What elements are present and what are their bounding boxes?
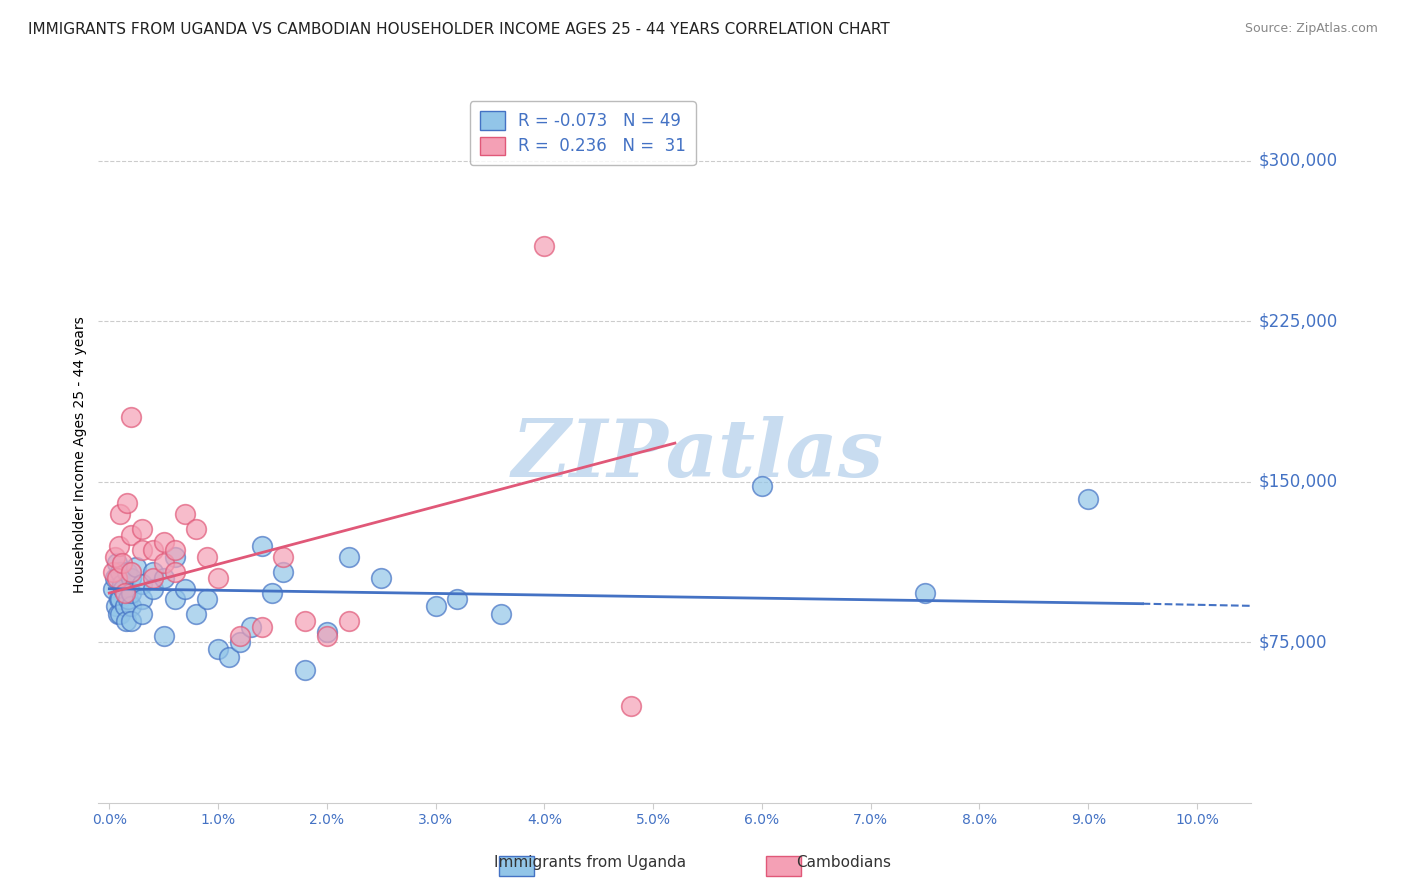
Point xyxy=(125,560,148,574)
Point xyxy=(186,522,208,536)
Point xyxy=(620,699,643,714)
Point xyxy=(108,539,131,553)
Point xyxy=(195,592,218,607)
Point xyxy=(294,614,316,628)
Point xyxy=(250,539,273,553)
Point xyxy=(425,599,447,613)
Point xyxy=(131,543,153,558)
Point xyxy=(315,629,337,643)
Point xyxy=(152,534,174,549)
Point xyxy=(114,599,136,613)
Point xyxy=(108,607,131,622)
Point xyxy=(131,607,153,622)
Point xyxy=(186,607,208,622)
Point xyxy=(131,577,153,591)
Point xyxy=(131,592,153,607)
Text: $75,000: $75,000 xyxy=(1258,633,1327,651)
Point xyxy=(112,582,135,596)
Point xyxy=(1077,491,1099,506)
Point xyxy=(142,582,165,596)
Text: IMMIGRANTS FROM UGANDA VS CAMBODIAN HOUSEHOLDER INCOME AGES 25 - 44 YEARS CORREL: IMMIGRANTS FROM UGANDA VS CAMBODIAN HOUS… xyxy=(28,22,890,37)
Point xyxy=(239,620,262,634)
Text: $300,000: $300,000 xyxy=(1258,152,1337,169)
Point xyxy=(120,599,142,613)
Point xyxy=(105,556,128,570)
Point xyxy=(163,543,186,558)
Point xyxy=(104,549,127,564)
Y-axis label: Householder Income Ages 25 - 44 years: Householder Income Ages 25 - 44 years xyxy=(73,317,87,593)
Point xyxy=(105,571,128,585)
Point xyxy=(250,620,273,634)
Point xyxy=(229,635,252,649)
Point xyxy=(273,549,295,564)
Point xyxy=(229,629,252,643)
Point xyxy=(120,614,142,628)
Point xyxy=(152,629,174,643)
Point xyxy=(152,571,174,585)
Point xyxy=(111,556,134,570)
Point xyxy=(120,571,142,585)
Point xyxy=(142,543,165,558)
Point xyxy=(446,592,468,607)
Point xyxy=(115,496,138,510)
Point xyxy=(101,582,124,596)
Point xyxy=(104,599,127,613)
Point xyxy=(107,607,129,622)
Point xyxy=(163,549,186,564)
Point xyxy=(120,586,142,600)
Point xyxy=(207,641,229,656)
Point xyxy=(108,507,131,521)
Point xyxy=(489,607,512,622)
Point xyxy=(142,571,165,585)
Point xyxy=(152,556,174,570)
Legend: R = -0.073   N = 49, R =  0.236   N =  31: R = -0.073 N = 49, R = 0.236 N = 31 xyxy=(470,102,696,165)
Point xyxy=(337,614,360,628)
Text: Immigrants from Uganda: Immigrants from Uganda xyxy=(495,855,686,870)
Point xyxy=(218,650,240,665)
Point xyxy=(195,549,218,564)
Point xyxy=(120,528,142,542)
Point xyxy=(163,565,186,579)
Point xyxy=(108,565,131,579)
Point xyxy=(273,565,295,579)
Text: $150,000: $150,000 xyxy=(1258,473,1337,491)
Point xyxy=(108,592,131,607)
Point xyxy=(174,507,197,521)
Point xyxy=(115,565,138,579)
Point xyxy=(262,586,284,600)
Point xyxy=(163,592,186,607)
Point xyxy=(142,565,165,579)
Point xyxy=(751,479,773,493)
Point xyxy=(101,565,124,579)
Text: Source: ZipAtlas.com: Source: ZipAtlas.com xyxy=(1244,22,1378,36)
Point xyxy=(120,565,142,579)
Point xyxy=(117,592,139,607)
Point xyxy=(120,410,142,425)
Point xyxy=(294,663,316,677)
Point xyxy=(114,586,136,600)
Text: ZIPatlas: ZIPatlas xyxy=(512,417,884,493)
Text: $225,000: $225,000 xyxy=(1258,312,1337,330)
Point xyxy=(207,571,229,585)
Point xyxy=(108,592,131,607)
Point xyxy=(315,624,337,639)
Point xyxy=(131,522,153,536)
Point xyxy=(111,577,134,591)
Point xyxy=(174,582,197,596)
Point xyxy=(104,571,127,585)
Point xyxy=(114,614,136,628)
Point xyxy=(370,571,392,585)
Text: Cambodians: Cambodians xyxy=(796,855,891,870)
Point xyxy=(914,586,936,600)
Point xyxy=(533,239,555,253)
Point xyxy=(337,549,360,564)
